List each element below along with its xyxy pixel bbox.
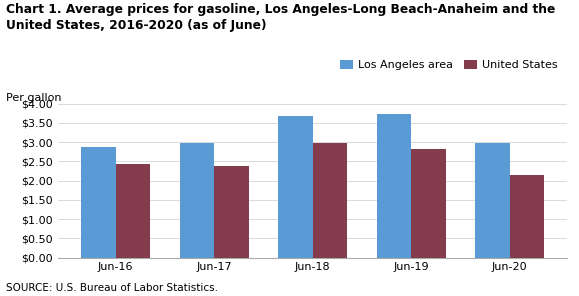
Bar <box>179 143 214 258</box>
Text: Per gallon: Per gallon <box>6 93 61 103</box>
Bar <box>278 116 313 258</box>
Bar <box>81 147 116 258</box>
Bar <box>377 114 411 258</box>
Bar <box>411 149 446 258</box>
Bar <box>313 143 347 258</box>
Text: Chart 1. Average prices for gasoline, Los Angeles-Long Beach-Anaheim and the
Uni: Chart 1. Average prices for gasoline, Lo… <box>6 3 555 32</box>
Bar <box>510 175 544 258</box>
Bar <box>214 165 248 258</box>
Text: SOURCE: U.S. Bureau of Labor Statistics.: SOURCE: U.S. Bureau of Labor Statistics. <box>6 283 218 293</box>
Bar <box>116 164 150 258</box>
Bar <box>475 143 510 258</box>
Legend: Los Angeles area, United States: Los Angeles area, United States <box>336 55 562 75</box>
